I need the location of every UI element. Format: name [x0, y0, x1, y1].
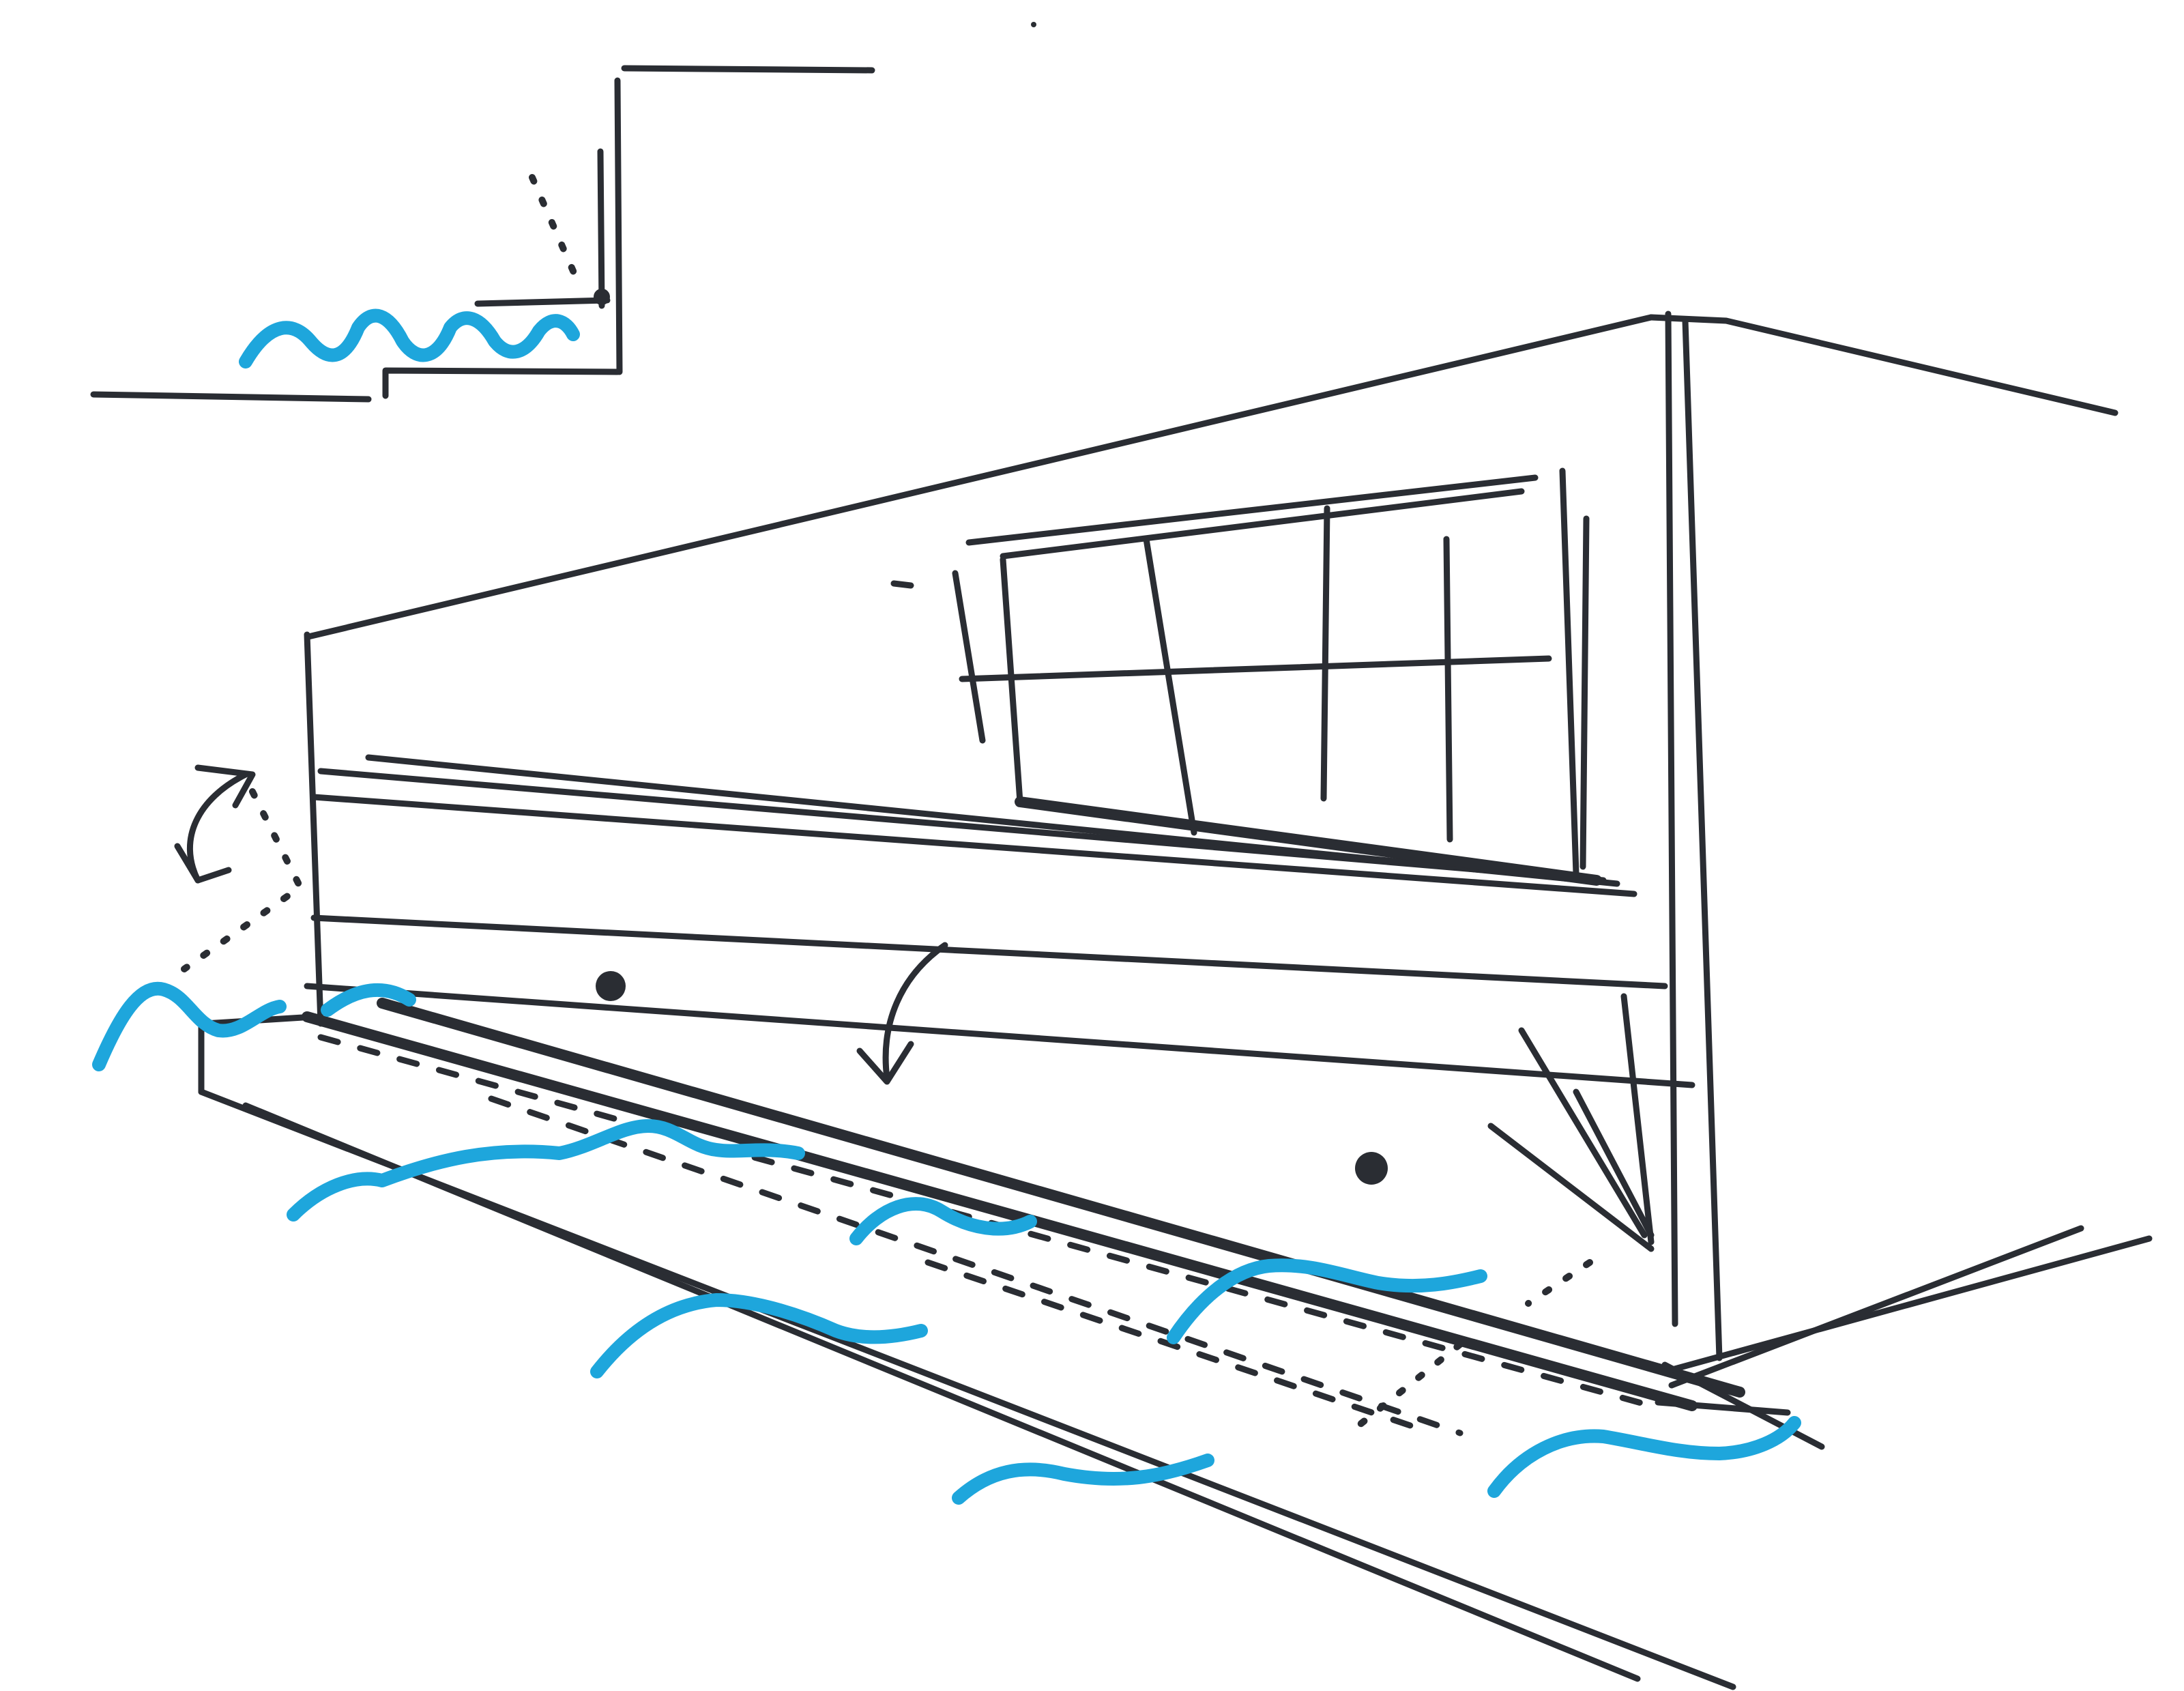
plinth-right-edge-2: [1655, 1399, 1791, 1416]
down-arrow-head: [856, 1041, 914, 1085]
window-mullion-3: [1443, 536, 1453, 843]
window-left-frame: [1000, 556, 1023, 805]
rotation-dotted-trail: [181, 788, 304, 972]
floating-plinth: [198, 971, 2153, 1690]
fixing-bolt-1: [596, 971, 626, 1001]
section-detail-inset: [90, 65, 875, 403]
facade-band-4: [310, 914, 1668, 989]
corner-dotted-drop: [1525, 1259, 1593, 1307]
water-wave-4: [1167, 1258, 1487, 1344]
inset-wall-inner: [597, 148, 605, 309]
corner-burst-4: [1573, 1088, 1655, 1239]
corner-edge-right-inner: [1682, 317, 1723, 1361]
plinth-bottom-edge-2: [242, 1102, 1641, 1682]
inset-water-wave: [239, 308, 580, 368]
corner-burst-2: [1487, 1123, 1655, 1252]
window-transom: [959, 655, 1552, 682]
corner-edge-right: [1665, 310, 1678, 1327]
window-top-frame: [965, 474, 1539, 546]
annotations: [174, 764, 1655, 1430]
window-right-frame: [1559, 467, 1579, 877]
water-wave-left: [92, 981, 287, 1071]
water-wave-6: [1487, 1416, 1801, 1498]
inset-dotted-gap: [529, 174, 583, 290]
inset-wall-outer: [614, 77, 623, 375]
rotation-arrow-head-top: [194, 764, 256, 809]
building-volume: [304, 310, 2119, 1361]
window-top-frame-2: [1000, 488, 1525, 560]
ground-line-right-2: [1661, 1235, 2153, 1375]
window-bottom-frame: [1015, 796, 1602, 886]
fixing-bolt-2: [1355, 1152, 1388, 1185]
paper-speck: [1031, 22, 1036, 27]
window-right-frame-2: [1579, 515, 1590, 870]
inset-base-line: [382, 367, 621, 399]
window-tick: [890, 580, 914, 589]
down-arrow-shaft: [882, 942, 948, 1082]
corner-burst-3: [1620, 993, 1655, 1245]
water-wave-5: [952, 1454, 1214, 1505]
water-wave-1: [287, 1119, 805, 1222]
underside-dash-line-1: [317, 1034, 1655, 1409]
inset-ledge-line: [474, 297, 611, 307]
rotation-arrow: [186, 771, 249, 884]
roof-edge-side: [1648, 314, 2119, 416]
ground-line-right: [1668, 1225, 2084, 1389]
water-surface: [92, 981, 1801, 1505]
corner-edge-left: [304, 631, 324, 1027]
facade-band-3: [310, 794, 1637, 897]
plinth-dotted-drop: [1354, 1341, 1464, 1430]
underside-dash-line-2: [488, 1095, 1464, 1436]
facade-band-2: [365, 754, 1620, 887]
window-left-frame-2: [952, 570, 986, 744]
corner-burst-1: [1518, 1027, 1648, 1239]
plinth-top-edge: [302, 1011, 1698, 1411]
plinth-top-edge-2: [377, 998, 1745, 1398]
inset-ground-line: [90, 391, 372, 403]
facade-window: [890, 467, 1602, 886]
water-wave-2: [590, 1293, 928, 1378]
roof-edge-front: [305, 314, 1655, 640]
rotation-arrow-head-bottom: [174, 843, 232, 884]
water-wave-3: [849, 1197, 1037, 1245]
underside-dash-line-3: [924, 1259, 1416, 1430]
inset-roof-line: [621, 65, 875, 74]
facade-band-5: [304, 983, 1695, 1088]
water-wave-left-2: [321, 983, 416, 1017]
window-mullion-2: [1320, 505, 1330, 802]
window-mullion-1: [1143, 536, 1197, 836]
inset-joint-dot: [594, 289, 610, 305]
